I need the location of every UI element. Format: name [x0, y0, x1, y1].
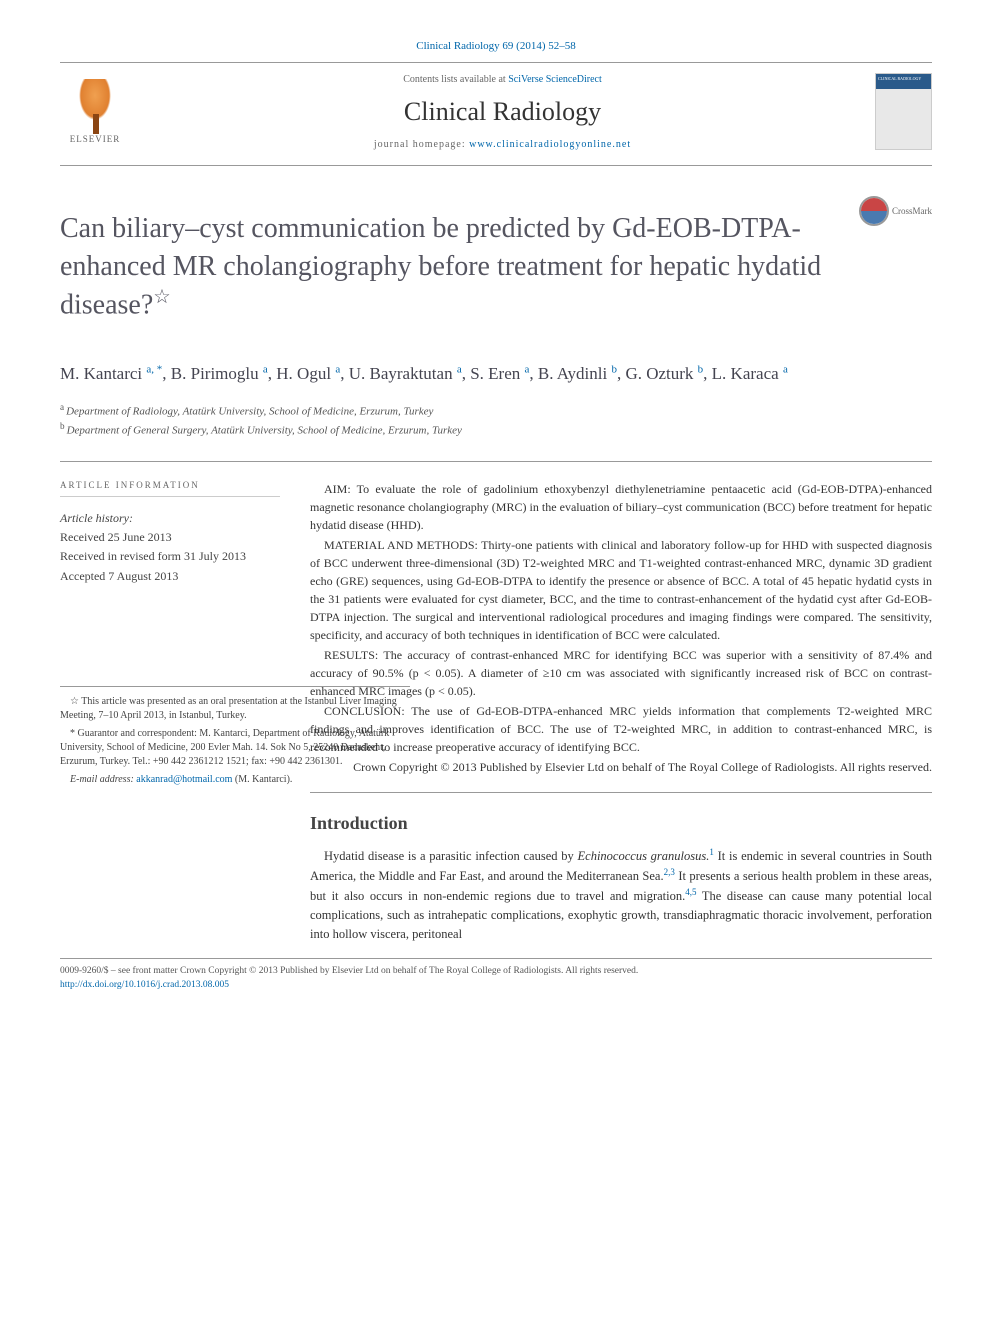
left-column: ARTICLE INFORMATION Article history: Rec… [60, 480, 280, 943]
author: B. Pirimoglu a [171, 364, 268, 383]
title-text: Can biliary–cyst communication be predic… [60, 213, 821, 321]
email-label: E-mail address: [70, 774, 136, 785]
elsevier-logo[interactable]: ELSEVIER [60, 74, 130, 149]
abstract-results: RESULTS: The accuracy of contrast-enhanc… [310, 646, 932, 700]
homepage-link[interactable]: www.clinicalradiologyonline.net [469, 139, 631, 150]
right-column: AIM: To evaluate the role of gadolinium … [310, 480, 932, 943]
header-center: Contents lists available at SciVerse Sci… [130, 74, 875, 150]
contents-available-line: Contents lists available at SciVerse Sci… [130, 74, 875, 85]
email-suffix: (M. Kantarci). [232, 774, 292, 785]
affiliations: aDepartment of Radiology, Atatürk Univer… [60, 401, 932, 439]
author: G. Ozturk b [625, 364, 703, 383]
article-title: Can biliary–cyst communication be predic… [60, 210, 844, 325]
intro-heading: Introduction [310, 813, 932, 834]
abstract-conclusion: CONCLUSION: The use of Gd-EOB-DTPA-enhan… [310, 702, 932, 756]
crossmark-badge[interactable]: CrossMark [859, 196, 932, 226]
intro-paragraph: Hydatid disease is a parasitic infection… [310, 846, 932, 943]
contents-prefix: Contents lists available at [403, 74, 508, 85]
doi-link[interactable]: http://dx.doi.org/10.1016/j.crad.2013.08… [60, 980, 229, 990]
journal-header: ELSEVIER Contents lists available at Sci… [60, 62, 932, 166]
author: U. Bayraktutan a [349, 364, 462, 383]
bottom-copyright: 0009-9260/$ – see front matter Crown Cop… [60, 958, 932, 992]
ref-23[interactable]: 2,3 [664, 867, 675, 877]
intro-text-1: Hydatid disease is a parasitic infection… [324, 849, 578, 863]
journal-name: Clinical Radiology [130, 97, 875, 127]
homepage-line: journal homepage: www.clinicalradiologyo… [130, 139, 875, 150]
sciverse-link[interactable]: SciVerse ScienceDirect [508, 74, 602, 85]
affiliation-a: aDepartment of Radiology, Atatürk Univer… [60, 401, 932, 420]
abstract: AIM: To evaluate the role of gadolinium … [310, 480, 932, 793]
abstract-aim: AIM: To evaluate the role of gadolinium … [310, 480, 932, 534]
page: Clinical Radiology 69 (2014) 52–58 ELSEV… [0, 0, 992, 1032]
article-history: Article history: Received 25 June 2013 R… [60, 509, 280, 586]
authors-list: M. Kantarci a, *, B. Pirimoglu a, H. Ogu… [60, 361, 932, 387]
elsevier-label: ELSEVIER [70, 134, 121, 144]
author: L. Karaca a [712, 364, 788, 383]
author: S. Eren a [470, 364, 529, 383]
journal-cover-thumbnail[interactable] [875, 73, 932, 150]
issn-line: 0009-9260/$ – see front matter Crown Cop… [60, 966, 638, 976]
author: H. Ogul a [276, 364, 340, 383]
ref-45[interactable]: 4,5 [685, 887, 696, 897]
author: B. Aydinli b [538, 364, 617, 383]
article-info-header: ARTICLE INFORMATION [60, 480, 280, 497]
received-date: Received 25 June 2013 [60, 530, 172, 544]
history-label: Article history: [60, 511, 133, 525]
affiliation-b: bDepartment of General Surgery, Atatürk … [60, 420, 932, 439]
elsevier-tree-icon [70, 79, 120, 134]
main-columns: ARTICLE INFORMATION Article history: Rec… [60, 461, 932, 943]
title-row: Can biliary–cyst communication be predic… [60, 191, 932, 343]
homepage-prefix: journal homepage: [374, 139, 469, 150]
abstract-copyright: Crown Copyright © 2013 Published by Else… [310, 758, 932, 776]
abstract-methods: MATERIAL AND METHODS: Thirty-one patient… [310, 536, 932, 644]
top-citation: Clinical Radiology 69 (2014) 52–58 [60, 40, 932, 52]
title-star: ☆ [153, 287, 171, 308]
accepted-date: Accepted 7 August 2013 [60, 569, 178, 583]
crossmark-label: CrossMark [892, 206, 932, 216]
crossmark-icon [859, 196, 889, 226]
revised-date: Received in revised form 31 July 2013 [60, 549, 246, 563]
email-link[interactable]: akkanrad@hotmail.com [136, 774, 232, 785]
species-name: Echinococcus granulosus. [578, 849, 710, 863]
author: M. Kantarci a, * [60, 364, 162, 383]
